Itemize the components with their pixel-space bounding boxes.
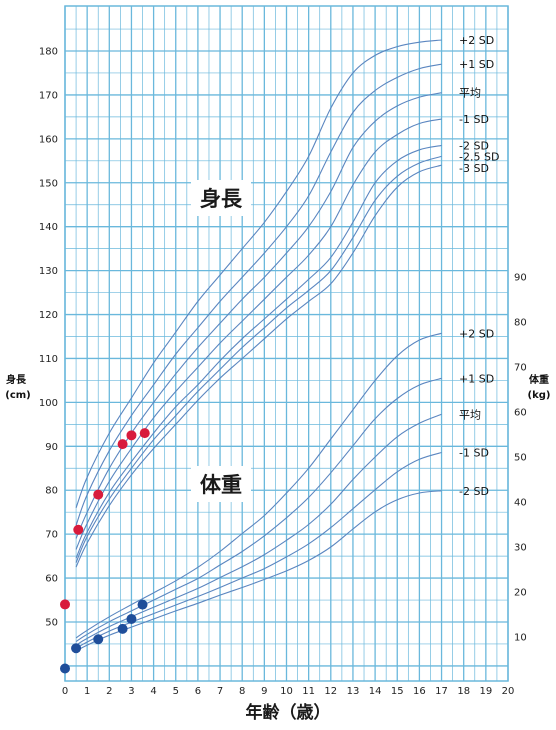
sd-curve-label: +2 SD — [459, 327, 494, 340]
x-tick-label: 4 — [150, 686, 156, 697]
measurement-point — [93, 489, 104, 500]
x-tick-label: 2 — [106, 686, 112, 697]
weight-tick-label: 90 — [514, 273, 527, 284]
sd-curve-label: +1 SD — [459, 372, 494, 385]
sd-curve — [75, 155, 442, 563]
measurement-point — [60, 663, 70, 674]
weight-tick-label: 30 — [514, 543, 527, 554]
height-title-box: 身長 — [191, 180, 251, 216]
height-tick-label: 160 — [39, 134, 58, 145]
measurement-point — [93, 634, 104, 645]
weight-tick-label: 40 — [514, 498, 527, 509]
height-tick-label: 50 — [45, 618, 58, 629]
height-curves — [75, 39, 442, 568]
x-tick-label: 20 — [502, 686, 515, 697]
x-tick-label: 9 — [261, 686, 267, 697]
measurement-point — [117, 623, 128, 634]
measurement-point — [73, 524, 84, 535]
x-tick-label: 14 — [369, 686, 382, 697]
weight-tick-label: 80 — [514, 318, 527, 329]
height-tick-label: 80 — [45, 486, 58, 497]
sd-curve — [75, 332, 442, 639]
sd-curve-label: -2.5 SD — [459, 150, 499, 163]
x-tick-label: 1 — [84, 686, 90, 697]
height-tick-label: 60 — [45, 574, 58, 585]
height-tick-label: 70 — [45, 530, 58, 541]
weight-curves — [75, 332, 442, 652]
x-tick-label: 19 — [479, 686, 492, 697]
x-tick-label: 18 — [457, 686, 470, 697]
height-axis-title-line1: 身長 — [6, 373, 27, 386]
x-axis-title: 年齢（歳） — [246, 702, 331, 723]
sd-curve-label: -3 SD — [459, 162, 489, 175]
sd-curve — [75, 118, 442, 550]
measurement-point — [117, 439, 128, 450]
x-tick-label: 3 — [128, 686, 134, 697]
sd-curve — [75, 63, 442, 526]
height-tick-label: 100 — [39, 398, 58, 409]
height-tick-label: 110 — [39, 354, 58, 365]
sd-curve-label: -1 SD — [459, 447, 489, 460]
sd-curve-label: 平均 — [459, 408, 481, 421]
measurement-point — [126, 430, 137, 441]
weight-tick-label: 20 — [514, 588, 527, 599]
height-axis-title-line2: (cm) — [5, 390, 31, 401]
sd-curve-label: -2 SD — [459, 485, 489, 498]
x-tick-label: 16 — [413, 686, 426, 697]
height-tick-label: 90 — [45, 442, 58, 453]
measurement-point — [60, 599, 70, 610]
height-tick-label: 130 — [39, 266, 58, 277]
sd-curve-label: +2 SD — [459, 34, 494, 47]
weight-axis-title-line2: (kg) — [528, 390, 551, 401]
measurement-point — [137, 599, 148, 610]
x-tick-label: 12 — [324, 686, 337, 697]
weight-tick-label: 10 — [514, 633, 527, 644]
weight-panel-title: 体重 — [200, 473, 242, 497]
measurement-point — [71, 643, 82, 654]
measurement-point — [139, 428, 150, 439]
x-tick-label: 7 — [217, 686, 223, 697]
weight-tick-label: 60 — [514, 408, 527, 419]
plot-border — [64, 5, 509, 682]
sd-curve-label: -2 SD — [459, 139, 489, 152]
x-tick-label: 15 — [391, 686, 404, 697]
measurement-point — [126, 614, 137, 624]
height-points — [60, 428, 150, 610]
x-tick-label: 10 — [280, 686, 293, 697]
height-tick-label: 180 — [39, 47, 58, 58]
weight-tick-label: 70 — [514, 363, 527, 374]
x-tick-label: 5 — [173, 686, 179, 697]
x-tick-label: 8 — [239, 686, 245, 697]
sd-curve — [75, 490, 442, 652]
sd-curve-label: +1 SD — [459, 58, 494, 71]
height-tick-label: 150 — [39, 178, 58, 189]
height-panel-title: 身長 — [200, 187, 243, 211]
sd-curve — [75, 164, 442, 568]
x-tick-label: 0 — [62, 686, 68, 697]
weight-axis-title-line1: 体重 — [529, 373, 549, 386]
weight-title-box: 体重 — [191, 466, 251, 502]
height-tick-label: 140 — [39, 222, 58, 233]
sd-curve — [75, 144, 442, 559]
chart-labels: 0 1 2 3 4 5 6 7 8 9 10 11 12 13 14 15 16 17 18 19 2050607080… — [39, 34, 527, 697]
x-tick-label: 6 — [195, 686, 201, 697]
sd-curve — [75, 39, 442, 508]
weight-points — [60, 599, 148, 674]
x-tick-label: 11 — [302, 686, 315, 697]
sd-curve-label: -1 SD — [459, 113, 489, 126]
chart-grid — [64, 5, 509, 682]
weight-tick-label: 50 — [514, 453, 527, 464]
sd-curve — [75, 377, 442, 642]
height-tick-label: 120 — [39, 310, 58, 321]
x-tick-label: 13 — [347, 686, 360, 697]
sd-curve-label: 平均 — [459, 87, 481, 100]
height-tick-label: 170 — [39, 90, 58, 101]
x-tick-label: 17 — [435, 686, 448, 697]
